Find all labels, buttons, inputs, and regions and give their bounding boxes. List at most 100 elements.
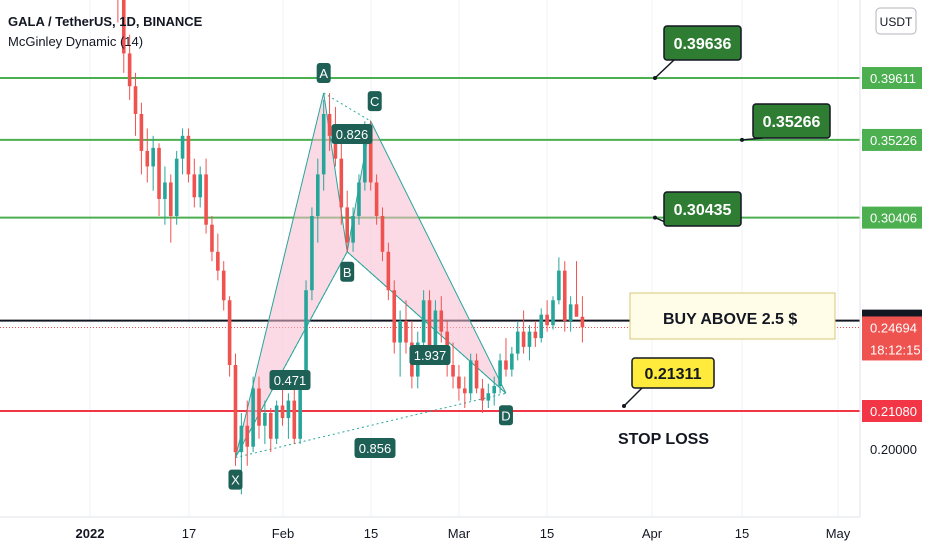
candle xyxy=(192,158,197,208)
candle xyxy=(251,376,255,453)
candle-body xyxy=(286,400,291,419)
chart-axes: USDT0.396110.352260.304060.250160.246941… xyxy=(0,0,922,541)
candle xyxy=(163,166,167,225)
candle xyxy=(327,93,332,151)
time-tick-label: Apr xyxy=(642,526,663,541)
candle-body xyxy=(186,135,191,175)
candle xyxy=(515,320,520,361)
candle xyxy=(492,376,496,406)
candle-body xyxy=(227,300,232,365)
pattern-point-d-text: D xyxy=(501,408,510,423)
price-label-current-text: 0.24694 xyxy=(870,320,917,335)
candle-body xyxy=(216,251,220,271)
candle-body xyxy=(468,360,473,394)
price-label-target-2: 0.35226 xyxy=(862,128,922,151)
pattern-point-c-box xyxy=(367,91,382,112)
stop-callout: 0.21311 xyxy=(622,357,715,408)
candle xyxy=(280,388,285,426)
candle-body xyxy=(574,304,579,317)
candle-body xyxy=(374,182,379,216)
pattern-point-c: C xyxy=(367,91,382,112)
target-callout-1-dot xyxy=(653,76,657,80)
candle-body xyxy=(404,320,408,343)
candle-body xyxy=(157,147,161,199)
candle xyxy=(562,261,567,332)
candle xyxy=(121,0,126,73)
time-tick-label: 15 xyxy=(364,526,378,541)
candle xyxy=(486,383,491,409)
price-label-stop: 0.21080 xyxy=(862,400,922,422)
candle xyxy=(268,408,273,453)
pattern-point-d: D xyxy=(498,405,513,426)
candle xyxy=(451,342,455,389)
target-callout-2: 0.35266 xyxy=(740,103,831,142)
currency-button-box xyxy=(875,7,917,35)
price-label-target-1-box xyxy=(862,67,922,89)
symbol-title[interactable]: GALA / TetherUS, 1D, BINANCE xyxy=(8,14,203,29)
candle-body xyxy=(298,383,302,439)
candle xyxy=(174,150,179,225)
pattern-point-x-text: X xyxy=(231,473,240,488)
candle-body xyxy=(251,388,255,447)
pattern-ratio-label-box xyxy=(269,370,311,390)
price-label-target-1: 0.39611 xyxy=(862,67,922,89)
candle-body xyxy=(174,158,179,216)
stop-callout-box xyxy=(631,357,715,389)
candle-body xyxy=(169,182,173,216)
candle-body xyxy=(363,128,367,183)
candle-body xyxy=(486,393,491,401)
candle-body xyxy=(351,215,355,243)
candle xyxy=(551,296,555,330)
candle-body xyxy=(480,388,485,401)
pattern-ratio-label-text: 0.856 xyxy=(359,441,392,456)
candle xyxy=(180,128,185,175)
candle-body xyxy=(557,270,561,301)
indicator-label[interactable]: McGinley Dynamic (14) xyxy=(8,34,144,49)
stop-callout-text: 0.21311 xyxy=(645,366,702,383)
candle xyxy=(339,143,344,225)
currency-button-text: USDT xyxy=(880,15,913,29)
candle-body xyxy=(180,135,185,159)
candle xyxy=(186,128,191,183)
candle-body xyxy=(580,316,585,328)
candle-body xyxy=(527,331,532,347)
currency-button: USDT xyxy=(875,7,917,35)
candle xyxy=(198,166,202,208)
candle xyxy=(392,280,397,354)
candle-body xyxy=(533,331,538,339)
pattern-point-d-box xyxy=(498,405,513,426)
buy-note-text: BUY ABOVE 2.5 $ xyxy=(663,311,797,328)
price-label-tick: 0.20000 xyxy=(870,442,917,457)
price-label-current: 0.24694 18:12:15 xyxy=(862,316,922,361)
candle-body xyxy=(127,53,132,87)
buy-note-box xyxy=(629,292,836,340)
candle-body xyxy=(521,331,526,347)
pattern-point-c-text: C xyxy=(370,94,379,109)
candle xyxy=(292,388,297,445)
candle xyxy=(421,290,426,354)
candle xyxy=(568,296,573,332)
pattern-ratio-label-box xyxy=(331,124,373,144)
candle-body xyxy=(492,386,496,394)
candle xyxy=(521,310,526,354)
candle xyxy=(480,378,485,414)
candle-body xyxy=(539,314,544,339)
candle-body xyxy=(357,182,361,216)
candle-body xyxy=(457,376,461,389)
pattern-ratio-label: 0.471 xyxy=(269,370,311,390)
price-label-tick-text: 0.20000 xyxy=(870,442,917,457)
candle xyxy=(316,158,320,243)
candle xyxy=(474,353,479,394)
candle xyxy=(374,174,379,225)
candle xyxy=(510,346,514,377)
pattern-bd-line xyxy=(346,251,507,394)
target-callout-1: 0.39636 xyxy=(653,25,742,80)
pattern-point-b-text: B xyxy=(343,265,352,280)
candle-body xyxy=(321,113,326,175)
candle-body xyxy=(421,300,426,343)
candle-body xyxy=(304,290,308,384)
candle-body xyxy=(233,364,238,453)
candle-body xyxy=(310,215,314,291)
candle xyxy=(580,296,585,343)
